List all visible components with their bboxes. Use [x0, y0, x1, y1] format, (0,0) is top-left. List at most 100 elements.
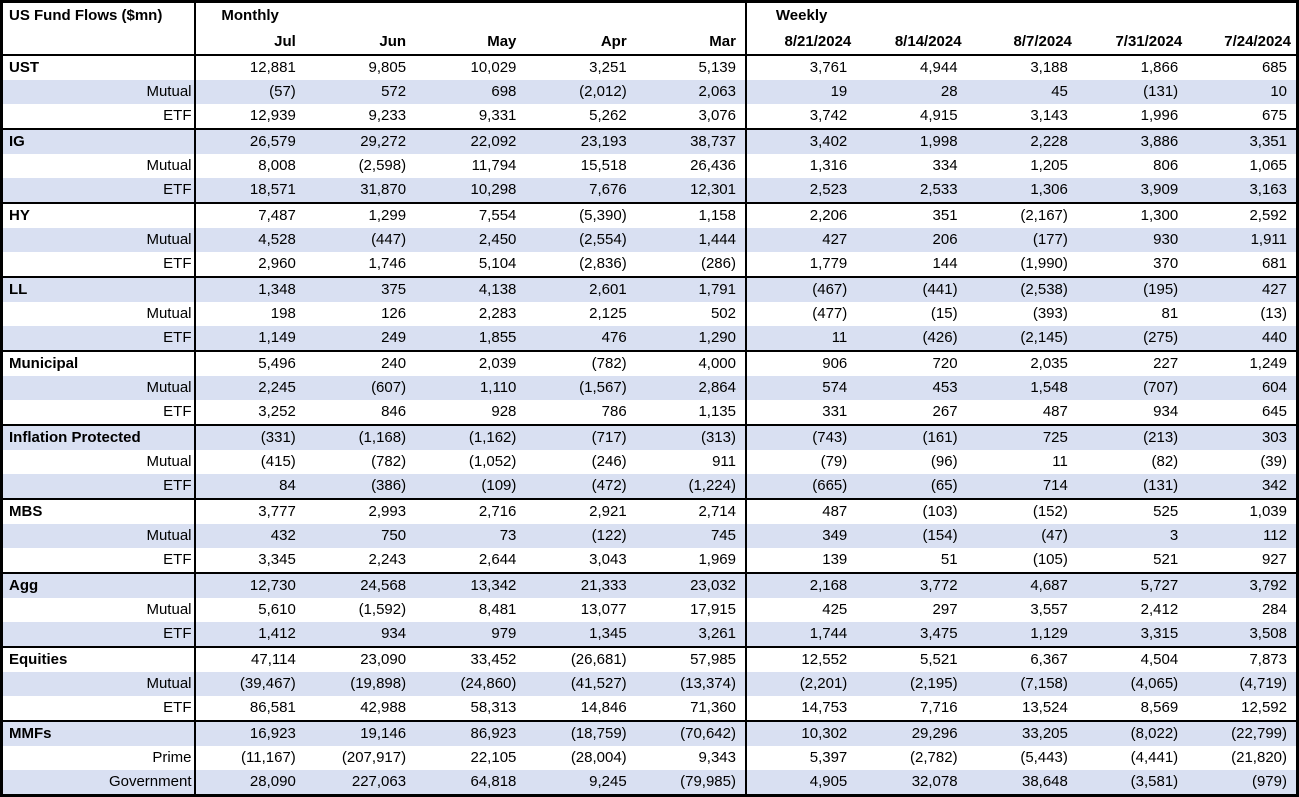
monthly-value: (13,374): [680, 675, 736, 692]
header-spacer: [415, 2, 525, 34]
monthly-value: (607): [371, 379, 407, 396]
weekly-value: 927: [1261, 551, 1287, 568]
weekly-value: (743): [744, 424, 857, 450]
column-header-month: Jun: [379, 33, 407, 50]
weekly-value: 12,552: [744, 646, 857, 672]
monthly-value: (5,390): [525, 202, 636, 228]
weekly-value: 1,998: [856, 128, 967, 154]
weekly-value: (707): [1143, 379, 1179, 396]
column-header-month: Jul: [193, 33, 305, 55]
monthly-value: (782): [525, 350, 636, 376]
weekly-value: 3,143: [1030, 107, 1068, 124]
monthly-value: 1,444: [698, 231, 736, 248]
row-label: Agg: [1, 572, 195, 598]
monthly-value: 2,921: [525, 498, 636, 524]
monthly-value: (18,759): [525, 720, 636, 746]
weekly-value: 2,592: [1187, 202, 1298, 228]
weekly-value: 2,523: [744, 178, 857, 203]
weekly-value: 297: [932, 601, 958, 618]
row-label: Municipal: [1, 350, 195, 376]
weekly-value: (131): [1143, 83, 1179, 100]
monthly-value: 2,125: [589, 305, 627, 322]
weekly-value: 1,039: [1187, 498, 1298, 524]
monthly-value: 249: [381, 329, 407, 346]
monthly-value: 198: [193, 302, 305, 326]
monthly-value: 71,360: [690, 699, 736, 716]
monthly-value: 5,262: [589, 107, 627, 124]
weekly-value: 3,761: [744, 54, 857, 80]
monthly-value: (472): [591, 477, 627, 494]
monthly-value: 22,105: [470, 749, 517, 766]
weekly-value: (665): [744, 474, 857, 499]
monthly-value: 16,923: [193, 720, 305, 746]
weekly-value: 1,306: [1030, 181, 1068, 198]
row-label: Government: [108, 773, 192, 790]
sub-row: ETF 12,939 9,233 9,331 5,262 3,076 3,742 4,915 3…: [2, 104, 1298, 129]
monthly-value: (1,168): [304, 424, 416, 450]
monthly-value: 1,290: [698, 329, 736, 346]
weekly-value: 29,296: [856, 720, 967, 746]
row-label: Mutual: [146, 527, 192, 544]
weekly-value: 930: [1153, 231, 1179, 248]
monthly-value: (782): [371, 453, 407, 470]
monthly-value: 22,092: [415, 128, 526, 154]
weekly-value: 645: [1261, 403, 1287, 420]
monthly-value: (386): [371, 477, 407, 494]
monthly-value: (246): [591, 453, 627, 470]
weekly-value: 1,249: [1187, 350, 1298, 376]
monthly-value: 9,233: [368, 107, 407, 124]
weekly-value: 5,397: [744, 746, 857, 770]
weekly-value: 440: [1261, 329, 1287, 346]
monthly-value: (39,467): [193, 672, 305, 696]
monthly-value: 2,245: [193, 376, 305, 400]
monthly-value: 1,969: [698, 551, 736, 568]
monthly-value: (2,836): [579, 255, 627, 272]
header-spacer: [1077, 2, 1187, 34]
monthly-value: 934: [381, 625, 407, 642]
monthly-value: 26,579: [193, 128, 305, 154]
weekly-value: 3: [1169, 527, 1179, 544]
monthly-value: 2,283: [478, 305, 517, 322]
weekly-value: (213): [1076, 424, 1188, 450]
monthly-value: 2,644: [478, 551, 517, 568]
weekly-value: 487: [1042, 403, 1068, 420]
weekly-value: 3,351: [1187, 128, 1298, 154]
weekly-value: 33,205: [966, 720, 1077, 746]
category-row: Equities 47,114 23,090 33,452 (26,681) 57,985…: [1, 646, 1298, 672]
weekly-value: (1,990): [1020, 255, 1068, 272]
monthly-value: 7,676: [589, 181, 627, 198]
category-row: UST 12,881 9,805 10,029 3,251 5,139 3,761 4,944…: [1, 54, 1298, 80]
column-header-week: 7/31/2024: [1115, 33, 1183, 50]
column-header-month: Apr: [600, 33, 627, 50]
row-label: Mutual: [146, 675, 192, 692]
weekly-value: 227: [1076, 350, 1188, 376]
row-label: MMFs: [1, 720, 195, 746]
monthly-value: (1,592): [358, 601, 407, 618]
monthly-value: 10,029: [415, 54, 526, 80]
weekly-value: 3,772: [856, 572, 967, 598]
weekly-value: (2,145): [1020, 329, 1068, 346]
weekly-value: 1,205: [1030, 157, 1068, 174]
row-label: Mutual: [146, 453, 192, 470]
monthly-value: 1,348: [193, 276, 305, 302]
row-label: Mutual: [146, 379, 192, 396]
monthly-value: 911: [712, 453, 736, 470]
category-row: HY 7,487 1,299 7,554 (5,390) 1,158 2,206 351 (2,…: [1, 202, 1298, 228]
monthly-value: 33,452: [415, 646, 526, 672]
monthly-value: 3,043: [589, 551, 627, 568]
weekly-value: 10,302: [744, 720, 857, 746]
weekly-value: 8,569: [1140, 699, 1179, 716]
monthly-value: 5,104: [478, 255, 517, 272]
weekly-value: (39): [1260, 453, 1287, 470]
header-spacer: [305, 2, 415, 34]
monthly-value: 1,299: [304, 202, 416, 228]
weekly-value: 934: [1153, 403, 1179, 420]
weekly-value: 11: [1052, 453, 1068, 470]
monthly-value: 1,135: [698, 403, 736, 420]
weekly-value: 3,315: [1140, 625, 1179, 642]
weekly-value: 2,533: [920, 181, 958, 198]
monthly-value: 23,032: [635, 572, 746, 598]
sub-row: Mutual (415) (782) (1,052) (246) 911 (79) (96) 1…: [2, 450, 1298, 474]
column-header-week: 8/14/2024: [894, 33, 962, 50]
row-label: ETF: [163, 551, 192, 568]
